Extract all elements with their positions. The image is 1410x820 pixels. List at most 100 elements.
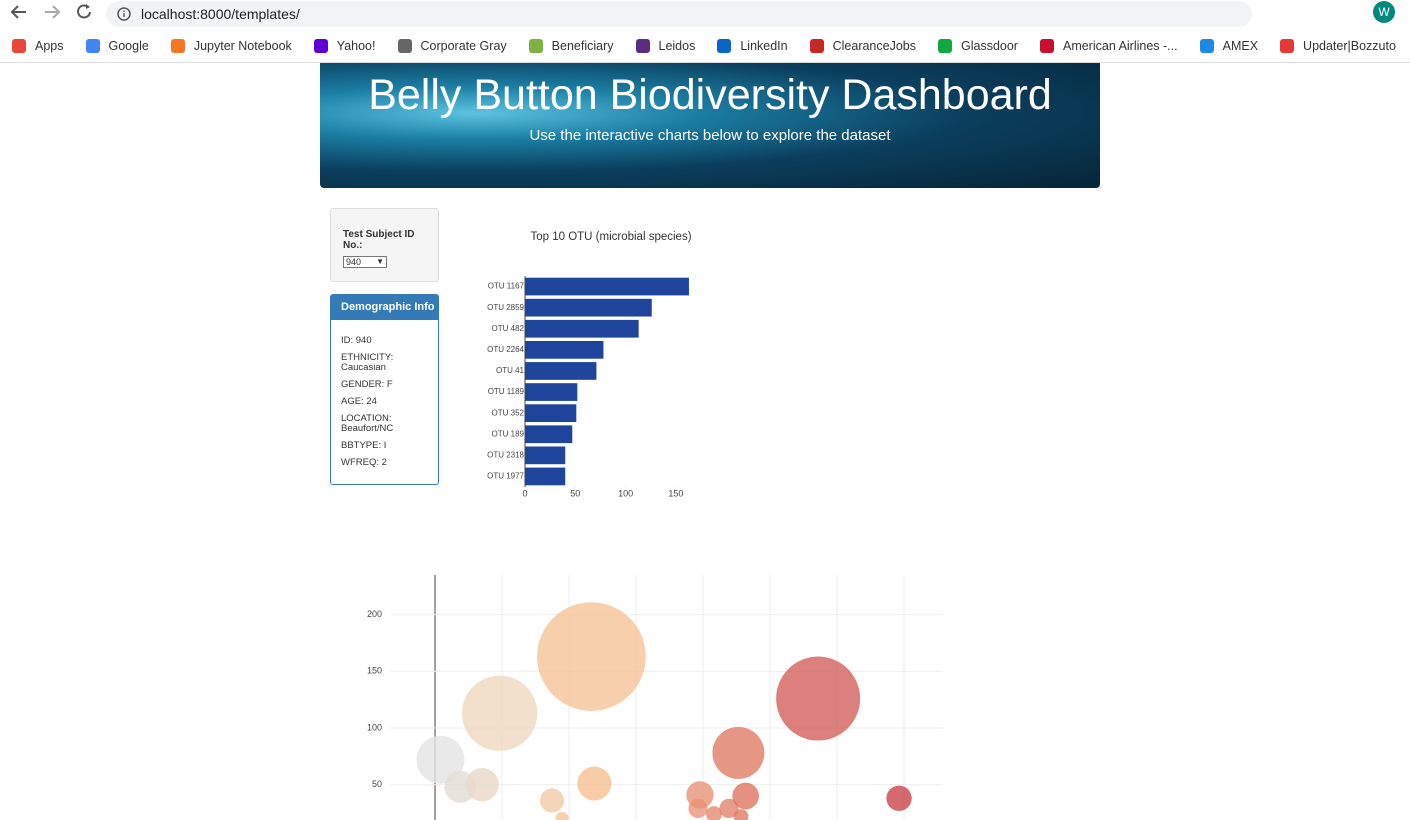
bookmark-icon xyxy=(170,39,185,53)
chart-title: Top 10 OTU (microbial species) xyxy=(530,231,691,243)
bookmark-label: Yahoo! xyxy=(336,39,376,53)
x-tick-label: 50 xyxy=(570,488,580,498)
nav-buttons[interactable] xyxy=(0,0,100,30)
bookmark-label: Leidos xyxy=(658,39,696,53)
bubble xyxy=(577,766,612,801)
demographic-item: LOCATION: Beaufort/NC xyxy=(341,413,394,434)
y-tick-label: OTU 1977 xyxy=(487,472,524,481)
y-tick-label: OTU 2318 xyxy=(487,450,524,459)
bubble xyxy=(461,675,538,751)
bookmark-icon xyxy=(1039,39,1054,53)
bookmark-icon xyxy=(635,39,650,53)
bar xyxy=(525,362,597,380)
bubble xyxy=(719,798,739,819)
bar xyxy=(525,277,689,296)
header-banner: Belly Button Biodiversity Dashboard Use … xyxy=(320,63,1100,188)
demographic-list: ID: 940 ETHNICITY: Caucasian GENDER: F AGE:… xyxy=(331,320,438,468)
bookmark[interactable]: LinkedIn xyxy=(717,39,788,53)
x-tick-label: 0 xyxy=(522,488,527,498)
bar xyxy=(525,340,604,359)
bookmark-label: Google xyxy=(108,39,149,53)
bookmark-label: AMEX xyxy=(1222,39,1259,53)
bookmark-icon xyxy=(12,39,26,53)
bookmark[interactable]: American Airlines -... xyxy=(1039,39,1178,53)
bookmark-icon xyxy=(397,39,412,53)
bookmark-label: Corporate Gray xyxy=(420,39,507,53)
y-tick-label: OTU 1167 xyxy=(488,282,525,291)
page-subtitle: Use the interactive charts below to expl… xyxy=(529,127,891,144)
profile-avatar[interactable]: W xyxy=(1373,1,1395,23)
bar xyxy=(525,425,573,444)
bookmark[interactable]: Corporate Gray xyxy=(397,39,507,53)
demographic-item: ETHNICITY: Caucasian xyxy=(341,352,394,373)
bubble xyxy=(555,812,569,820)
y-tick-label: 50 xyxy=(372,779,382,789)
bookmark[interactable]: Updater|Bozzuto xyxy=(1280,39,1396,53)
bubble xyxy=(712,726,765,779)
bookmark[interactable]: Jupyter Notebook xyxy=(170,39,292,53)
bookmark-icon xyxy=(85,39,100,53)
subject-dropdown[interactable]: 940 xyxy=(343,256,387,268)
y-tick-label: OTU 41 xyxy=(496,366,525,375)
y-tick-label: 200 xyxy=(367,609,382,619)
bookmark[interactable]: ClearanceJobs xyxy=(809,39,916,53)
bookmark-label: Beneficiary xyxy=(551,39,614,53)
bookmark-icon xyxy=(809,39,824,53)
bookmark-icon xyxy=(1280,39,1295,53)
bubble xyxy=(732,782,759,810)
subject-selector: Test Subject ID No.: 940 xyxy=(330,208,439,282)
bookmark-label: Apps xyxy=(35,39,64,53)
bar xyxy=(525,446,566,465)
bookmarks-bar: Apps Google Jupyter Notebook Yahoo! Corporat… xyxy=(0,30,1410,63)
bookmark-label: Glassdoor xyxy=(961,39,1018,53)
bookmark-label: Updater|Bozzuto xyxy=(1303,39,1396,53)
bookmark-icon xyxy=(938,39,952,53)
browser-toolbar: localhost:8000/templates/ W xyxy=(0,0,1410,30)
bubble xyxy=(886,785,912,811)
url-text: localhost:8000/templates/ xyxy=(141,6,300,22)
selector-label: Test Subject ID No.: xyxy=(343,229,415,251)
bookmark-label: ClearanceJobs xyxy=(832,39,916,53)
address-bar[interactable]: localhost:8000/templates/ xyxy=(106,1,1252,27)
bookmark-icon xyxy=(528,39,543,53)
bubble xyxy=(776,656,861,741)
bookmark-icon xyxy=(313,39,328,53)
y-tick-label: OTU 1189 xyxy=(488,387,525,396)
demographic-item: AGE: 24 xyxy=(341,396,377,407)
bookmark-icon xyxy=(1199,39,1214,53)
y-tick-label: 100 xyxy=(367,722,382,732)
page-title: Belly Button Biodiversity Dashboard xyxy=(368,71,1052,119)
panel-title: Demographic Info xyxy=(331,295,438,320)
bookmark[interactable]: Leidos xyxy=(635,39,696,53)
demographic-item: WFREQ: 2 xyxy=(341,457,387,468)
bar xyxy=(525,298,652,317)
y-tick-label: OTU 189 xyxy=(492,429,525,438)
demographic-panel: Demographic Info ID: 940 ETHNICITY: Cauca… xyxy=(330,294,439,485)
bubble xyxy=(465,768,499,802)
y-tick-label: OTU 2264 xyxy=(487,345,524,354)
y-tick-label: OTU 352 xyxy=(492,408,525,417)
bubble xyxy=(686,781,714,809)
bubble xyxy=(540,788,565,813)
y-tick-label: OTU 2859 xyxy=(487,303,524,312)
bookmark[interactable]: Yahoo! xyxy=(313,39,376,53)
y-tick-label: OTU 482 xyxy=(492,324,525,333)
demographic-item: BBTYPE: I xyxy=(341,440,387,451)
bar xyxy=(525,404,577,423)
bookmark[interactable]: Google xyxy=(85,39,149,53)
bar xyxy=(525,319,639,338)
bookmark[interactable]: Apps xyxy=(12,39,64,53)
bookmark[interactable]: Beneficiary xyxy=(528,39,614,53)
bookmark[interactable]: Glassdoor xyxy=(938,39,1018,53)
bookmark-label: Jupyter Notebook xyxy=(193,39,292,53)
bubble xyxy=(416,735,465,784)
bookmark-label: LinkedIn xyxy=(740,39,788,53)
bookmark[interactable]: AMEX xyxy=(1199,39,1259,53)
bar xyxy=(525,383,578,401)
bubble xyxy=(537,602,646,711)
demographic-item: ID: 940 xyxy=(341,335,372,346)
bubble xyxy=(733,809,749,820)
bookmark-icon xyxy=(717,39,732,53)
bar xyxy=(525,467,566,486)
